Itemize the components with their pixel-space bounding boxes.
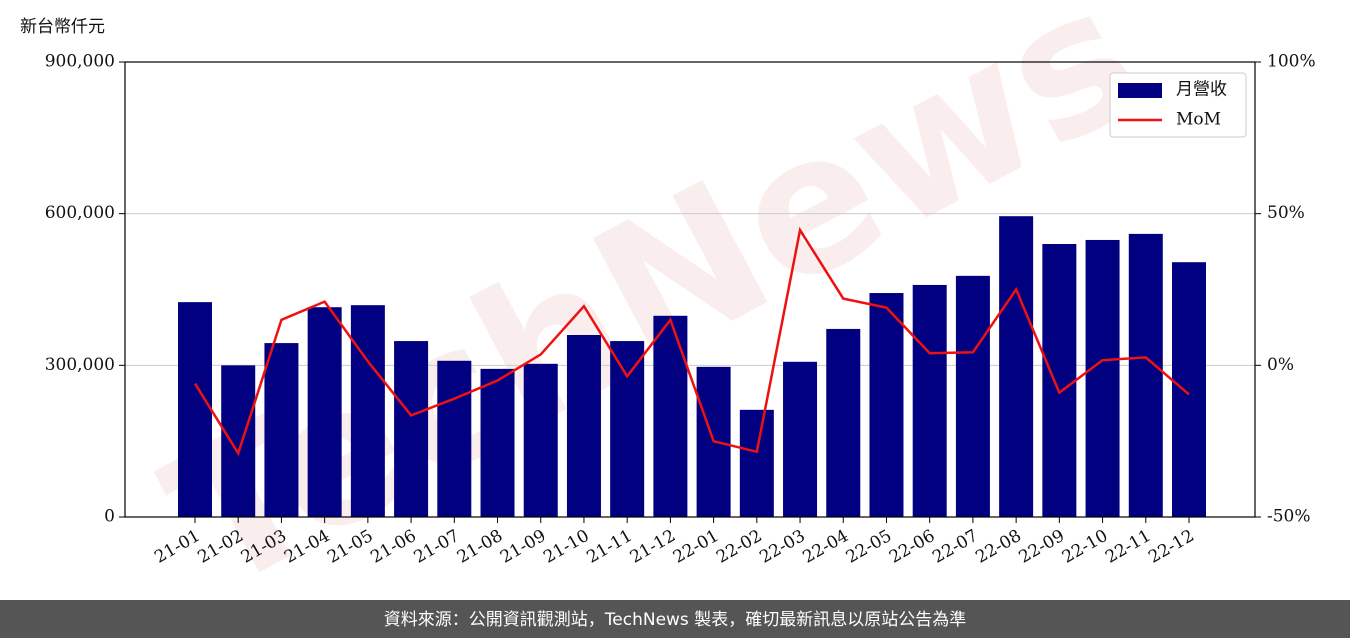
bar [912, 284, 947, 517]
legend-label: MoM [1176, 110, 1221, 130]
x-tick-label: 22-07 [929, 526, 981, 568]
bar [955, 275, 990, 517]
bar [1042, 244, 1077, 517]
bar [739, 409, 774, 517]
bar [394, 341, 429, 517]
x-tick-label: 22-05 [843, 526, 895, 568]
bar [264, 343, 299, 517]
footer-bar [0, 600, 1350, 638]
bar [610, 341, 645, 517]
x-tick-label: 21-09 [497, 526, 549, 568]
y2-tick-label: -50% [1267, 507, 1311, 527]
x-tick-label: 21-11 [583, 526, 635, 568]
bar [178, 302, 212, 517]
x-tick-label: 21-08 [454, 526, 506, 568]
footer: 資料來源：公開資訊觀測站，TechNews 製表，確切最新訊息以原站公告為準 [384, 610, 966, 630]
bar [437, 360, 472, 517]
y-tick-label: 600,000 [45, 203, 115, 223]
y-tick-label: 0 [104, 507, 115, 527]
x-tick-label: 22-09 [1016, 526, 1068, 568]
y2-tick-label: 0% [1267, 355, 1294, 375]
x-tick-label: 21-10 [540, 526, 592, 568]
legend-label: 月營收 [1176, 80, 1227, 100]
bar [350, 305, 385, 517]
x-tick-label: 22-01 [670, 526, 722, 568]
line [193, 226, 1190, 457]
x-tick-label: 22-11 [1102, 526, 1154, 568]
bar [653, 315, 688, 517]
y-tick-label: 300,000 [45, 355, 115, 375]
bar [869, 293, 904, 517]
x-tick-label: 21-01 [151, 526, 203, 568]
x-tick-label: 22-02 [713, 526, 765, 568]
y-tick-label: 900,000 [45, 52, 115, 72]
bar [566, 335, 601, 517]
x-tick-label: 22-10 [1059, 526, 1111, 568]
bar [1085, 239, 1120, 517]
bar [480, 368, 515, 517]
bar [1172, 262, 1206, 517]
y2-tick-label: 50% [1267, 203, 1305, 223]
x-tick-label: 21-12 [627, 526, 679, 568]
legend-swatch [1118, 83, 1162, 98]
bar [307, 307, 342, 517]
x-tick-label: 22-03 [756, 526, 808, 568]
bar [1128, 233, 1163, 517]
x-tick-label: 22-08 [972, 526, 1024, 568]
x-tick-label: 22-12 [1145, 526, 1197, 568]
bar [221, 365, 256, 517]
y2-tick-label: 100% [1267, 52, 1316, 72]
x-tick-label: 22-04 [800, 526, 852, 568]
bar [999, 216, 1034, 517]
y-axis-label: 新台幣仟元 [20, 17, 105, 37]
x-tick-label: 22-06 [886, 526, 938, 568]
plot-frame [124, 61, 1256, 518]
bar [523, 363, 558, 517]
bar [783, 361, 818, 517]
bar [826, 328, 861, 517]
